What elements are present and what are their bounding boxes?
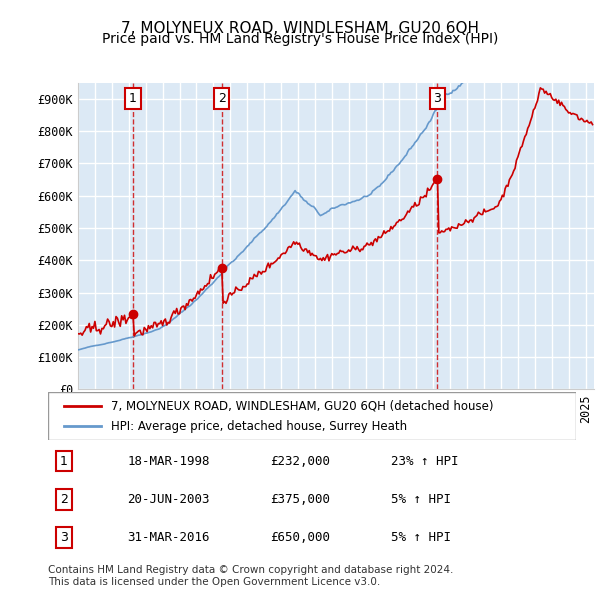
Text: 18-MAR-1998: 18-MAR-1998 — [127, 455, 210, 468]
Text: 20-JUN-2003: 20-JUN-2003 — [127, 493, 210, 506]
Text: 2: 2 — [60, 493, 68, 506]
Text: 5% ↑ HPI: 5% ↑ HPI — [391, 531, 451, 544]
Text: 7, MOLYNEUX ROAD, WINDLESHAM, GU20 6QH (detached house): 7, MOLYNEUX ROAD, WINDLESHAM, GU20 6QH (… — [112, 399, 494, 412]
Text: 5% ↑ HPI: 5% ↑ HPI — [391, 493, 451, 506]
Text: 1: 1 — [129, 92, 137, 105]
Text: 1: 1 — [60, 455, 68, 468]
Text: £650,000: £650,000 — [270, 531, 330, 544]
Text: 7, MOLYNEUX ROAD, WINDLESHAM, GU20 6QH: 7, MOLYNEUX ROAD, WINDLESHAM, GU20 6QH — [121, 21, 479, 35]
FancyBboxPatch shape — [48, 392, 576, 440]
Text: £232,000: £232,000 — [270, 455, 330, 468]
Text: Contains HM Land Registry data © Crown copyright and database right 2024.
This d: Contains HM Land Registry data © Crown c… — [48, 565, 454, 587]
Text: Price paid vs. HM Land Registry's House Price Index (HPI): Price paid vs. HM Land Registry's House … — [102, 32, 498, 47]
Text: HPI: Average price, detached house, Surrey Heath: HPI: Average price, detached house, Surr… — [112, 420, 407, 433]
Text: 2: 2 — [218, 92, 226, 105]
Text: £375,000: £375,000 — [270, 493, 330, 506]
Text: 3: 3 — [434, 92, 442, 105]
Text: 3: 3 — [60, 531, 68, 544]
Text: 31-MAR-2016: 31-MAR-2016 — [127, 531, 210, 544]
Text: 23% ↑ HPI: 23% ↑ HPI — [391, 455, 459, 468]
